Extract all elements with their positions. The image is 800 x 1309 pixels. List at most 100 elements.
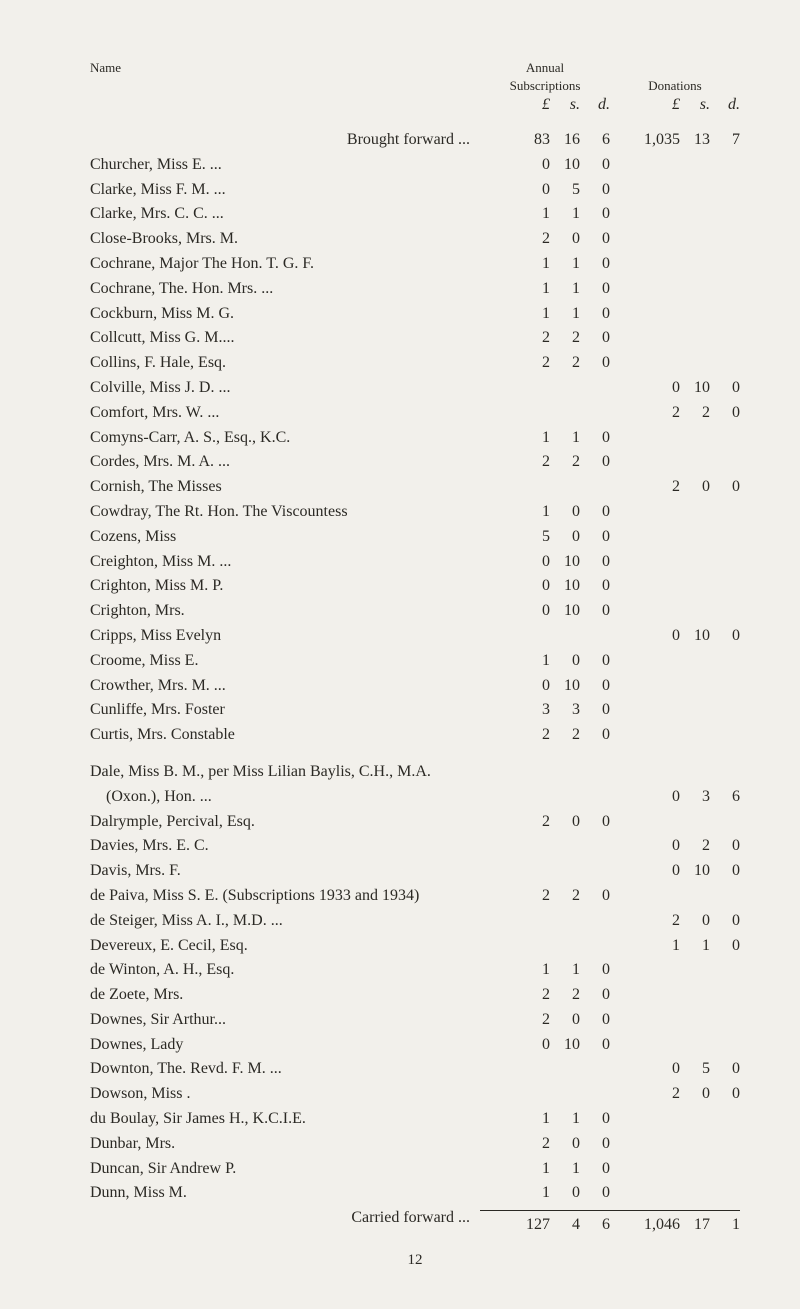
- entry-label: Crighton, Mrs.: [90, 599, 480, 624]
- entry-sub-cell: [550, 1057, 580, 1082]
- table-row: Cockburn, Miss M. G.110: [90, 302, 740, 327]
- entry-don-cell: [710, 574, 740, 599]
- entry-don: [610, 277, 740, 302]
- entry-don: [610, 1008, 740, 1033]
- entry-sub-cell: 2: [500, 227, 550, 252]
- entry-don-cell: [710, 958, 740, 983]
- table-row: Cowdray, The Rt. Hon. The Viscountess100: [90, 500, 740, 525]
- entry-don: [610, 1033, 740, 1058]
- header-row-1: Name Annual: [90, 60, 740, 76]
- entry-don-cell: [680, 1157, 710, 1182]
- entry-sub: 110: [480, 1157, 610, 1182]
- entry-don-cell: [630, 351, 680, 376]
- entry-don: [610, 698, 740, 723]
- dale-leader: Dale, Miss B. M., per Miss Lilian Baylis…: [90, 760, 480, 785]
- entry-don: [610, 500, 740, 525]
- entry-label: Cockburn, Miss M. G.: [90, 302, 480, 327]
- entry-sub-cell: 0: [500, 574, 550, 599]
- entry-sub-cell: 0: [580, 227, 610, 252]
- entry-don-cell: [710, 202, 740, 227]
- entry-don-cell: [630, 698, 680, 723]
- entry-label: Cunliffe, Mrs. Foster: [90, 698, 480, 723]
- table-row: Crighton, Mrs.0100: [90, 599, 740, 624]
- entry-sub: 200: [480, 227, 610, 252]
- entry-sub-cell: 2: [550, 351, 580, 376]
- entry-sub-cell: 1: [500, 649, 550, 674]
- entry-don: [610, 550, 740, 575]
- entry-don-cell: [680, 958, 710, 983]
- entry-don-cell: 2: [630, 475, 680, 500]
- entry-don-cell: 0: [710, 376, 740, 401]
- table-row: Churcher, Miss E. ...0100: [90, 153, 740, 178]
- carried-forward-row: Carried forward ... 127 4 6 1,046 17 1: [90, 1206, 740, 1238]
- entry-sub-cell: [550, 401, 580, 426]
- entry-sub-cell: 2: [500, 450, 550, 475]
- bf-don: 1,035 13 7: [610, 128, 740, 153]
- entry-sub-cell: 0: [580, 884, 610, 909]
- sub-pound: £: [500, 96, 550, 114]
- entry-sub-cell: 0: [550, 1132, 580, 1157]
- entry-sub-cell: [500, 909, 550, 934]
- table-row: de Paiva, Miss S. E. (Subscriptions 1933…: [90, 884, 740, 909]
- entry-sub-cell: 0: [550, 525, 580, 550]
- entry-don: 200: [610, 475, 740, 500]
- table-row: Cochrane, The. Hon. Mrs. ...110: [90, 277, 740, 302]
- entry-sub: 220: [480, 351, 610, 376]
- entry-don: [610, 574, 740, 599]
- entry-sub-cell: 0: [550, 227, 580, 252]
- entry-don-cell: 5: [680, 1057, 710, 1082]
- entry-don: 0100: [610, 376, 740, 401]
- entry-sub-cell: 1: [500, 1181, 550, 1206]
- entry-label: Cochrane, Major The Hon. T. G. F.: [90, 252, 480, 277]
- entry-sub-cell: 0: [580, 525, 610, 550]
- table-row: Dunn, Miss M.100: [90, 1181, 740, 1206]
- entry-don: [610, 178, 740, 203]
- entry-don-cell: [680, 252, 710, 277]
- entry-don-cell: [710, 674, 740, 699]
- entry-don-cell: 0: [710, 1082, 740, 1107]
- entry-sub: 110: [480, 202, 610, 227]
- entry-don-cell: [630, 723, 680, 748]
- table-row: Dowson, Miss .200: [90, 1082, 740, 1107]
- entry-sub-cell: [550, 934, 580, 959]
- entry-don-cell: 0: [680, 475, 710, 500]
- entry-sub-cell: 0: [580, 277, 610, 302]
- entry-sub: [480, 401, 610, 426]
- entry-sub-cell: 0: [550, 500, 580, 525]
- entry-label: Dunbar, Mrs.: [90, 1132, 480, 1157]
- entry-don-cell: [680, 649, 710, 674]
- header-blank2: [90, 78, 480, 94]
- table-row: Creighton, Miss M. ...0100: [90, 550, 740, 575]
- entry-sub-cell: [550, 785, 580, 810]
- entry-sub: 110: [480, 252, 610, 277]
- entry-don-cell: [680, 1107, 710, 1132]
- entry-sub: [480, 909, 610, 934]
- entry-label: Dowson, Miss .: [90, 1082, 480, 1107]
- entry-sub-cell: 0: [550, 649, 580, 674]
- entry-don: [610, 958, 740, 983]
- entry-sub-cell: 2: [500, 1132, 550, 1157]
- entry-sub-cell: 1: [500, 202, 550, 227]
- entry-don: [610, 723, 740, 748]
- entry-label: Downes, Lady: [90, 1033, 480, 1058]
- entry-don: [610, 525, 740, 550]
- entry-sub: [480, 859, 610, 884]
- entry-sub-cell: [580, 859, 610, 884]
- table-row: Close-Brooks, Mrs. M.200: [90, 227, 740, 252]
- table-row: Cripps, Miss Evelyn0100: [90, 624, 740, 649]
- dale-leader-row: Dale, Miss B. M., per Miss Lilian Baylis…: [90, 760, 740, 785]
- entry-label: Churcher, Miss E. ...: [90, 153, 480, 178]
- entry-don-cell: [630, 1181, 680, 1206]
- entry-don-cell: [630, 1008, 680, 1033]
- entry-sub-cell: 0: [580, 153, 610, 178]
- entry-sub-cell: [550, 376, 580, 401]
- entry-label: Crowther, Mrs. M. ...: [90, 674, 480, 699]
- table-row: Comfort, Mrs. W. ...220: [90, 401, 740, 426]
- entry-sub: 220: [480, 723, 610, 748]
- entry-sub: 110: [480, 302, 610, 327]
- entry-don-cell: [680, 698, 710, 723]
- entry-don-cell: [630, 426, 680, 451]
- entry-don-cell: [680, 277, 710, 302]
- entry-don-cell: [710, 525, 740, 550]
- entry-sub-cell: 2: [500, 326, 550, 351]
